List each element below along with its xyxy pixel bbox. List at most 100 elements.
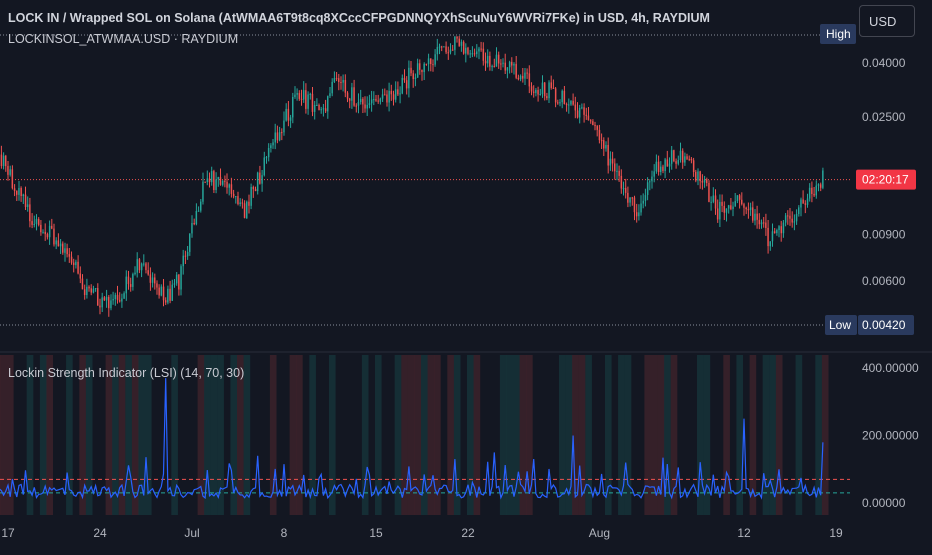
indicator-background-band [7, 355, 14, 515]
candle-body [178, 274, 180, 290]
candle-body [169, 288, 171, 301]
candle-body [191, 223, 193, 234]
candle-body [609, 158, 612, 166]
candle-body [329, 93, 331, 97]
candle-body [276, 132, 279, 141]
candle-body [230, 184, 233, 194]
price-axis-label: 0.04000 [862, 56, 906, 70]
candle-body [342, 80, 344, 83]
candle-body [217, 177, 219, 180]
candle-body [754, 213, 756, 221]
candle-body [624, 188, 627, 193]
candle-body [175, 274, 178, 284]
candle-body [563, 90, 566, 104]
candle-body [622, 188, 625, 190]
candle-body [250, 187, 252, 206]
candle-body [0, 154, 3, 166]
candle-body [359, 98, 362, 102]
candle-body [528, 73, 531, 87]
candle-body [408, 67, 410, 89]
price-axis-label: 0.00900 [862, 227, 906, 241]
candle-body [20, 188, 22, 196]
indicator-background-band [519, 355, 527, 515]
candle-body [603, 140, 605, 149]
candle-body [16, 190, 18, 195]
countdown-tag [856, 169, 916, 190]
indicator-background-band [795, 355, 803, 515]
candle-body [471, 53, 474, 55]
candle-body [548, 82, 550, 99]
indicator-background-band [815, 355, 822, 515]
candle-body [114, 294, 117, 299]
candle-body [714, 195, 717, 209]
candle-body [802, 199, 804, 204]
candle-body [283, 120, 285, 133]
candle-body [348, 98, 351, 101]
candle-body [541, 82, 544, 95]
indicator-background-band [427, 355, 435, 515]
candle-body [331, 81, 333, 94]
candle-body [132, 274, 134, 287]
candle-body [813, 193, 815, 196]
indicator-title: Lockin Strength Indicator (LSI) (14, 70,… [8, 366, 245, 380]
candle-body [576, 110, 579, 118]
candle-body [587, 115, 590, 121]
candle-body [640, 203, 642, 213]
candle-body [445, 46, 447, 53]
candle-body [368, 103, 371, 105]
candle-body [517, 77, 520, 80]
candle-body [59, 243, 62, 247]
candle-body [692, 160, 695, 172]
candle-body [447, 52, 449, 54]
candle-body [546, 96, 548, 99]
candle-body [745, 207, 747, 210]
indicator-background-band [296, 355, 303, 515]
candle-body [784, 215, 787, 223]
candle-body [322, 108, 325, 110]
candle-body [272, 142, 274, 146]
candle-body [381, 94, 384, 99]
candle-body [403, 77, 406, 81]
candle-body [644, 195, 647, 201]
candle-body [679, 150, 682, 160]
indicator-background-band [46, 355, 53, 515]
candle-body [81, 278, 84, 290]
candle-body [677, 160, 679, 164]
candle-body [460, 41, 463, 46]
candle-body [309, 93, 311, 95]
candle-body [725, 208, 728, 213]
candle-body [734, 201, 736, 207]
candle-body [686, 156, 688, 159]
candle-body [285, 108, 287, 121]
candle-body [129, 284, 132, 287]
candle-body [318, 105, 320, 111]
indicator-background-band [578, 355, 586, 515]
candle-body [412, 73, 414, 79]
candle-body [154, 277, 156, 284]
candle-body [706, 179, 708, 183]
candle-body [819, 184, 822, 188]
indicator-background-band [375, 355, 382, 515]
candle-body [7, 166, 9, 175]
candle-body [486, 55, 489, 64]
indicator-background-band [39, 355, 47, 515]
candle-body [140, 263, 143, 271]
candle-body [660, 166, 662, 172]
indicator-background-band [618, 355, 625, 515]
indicator-background-band [197, 355, 205, 515]
candle-body [35, 219, 38, 224]
candle-body [762, 222, 765, 224]
candle-body [497, 54, 500, 64]
currency-selector-button[interactable]: USD [859, 5, 915, 37]
low-value: 0.00420 [862, 318, 906, 332]
candle-body [287, 108, 290, 121]
candle-body [780, 226, 782, 234]
indicator-background-band [171, 355, 178, 515]
candle-body [449, 49, 452, 53]
candle-body [29, 204, 31, 222]
indicator-background-band [605, 355, 612, 515]
candle-body [206, 178, 209, 183]
candle-body [651, 176, 653, 182]
